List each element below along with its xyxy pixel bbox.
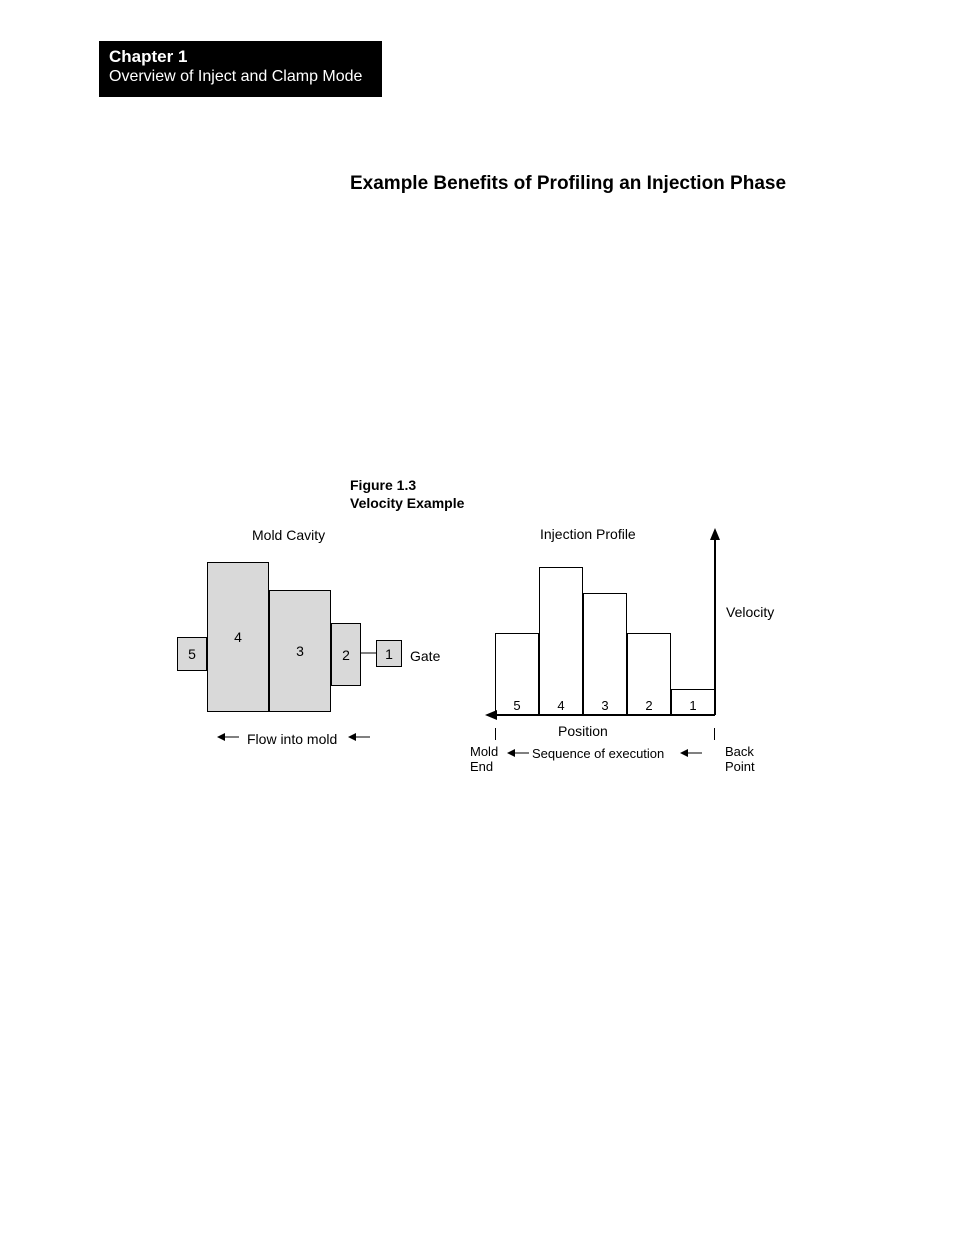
mold-box-4: 4 bbox=[207, 562, 269, 712]
position-label: Position bbox=[558, 723, 608, 739]
tick-mold-end bbox=[495, 728, 496, 740]
mold-box-1: 1 bbox=[376, 640, 402, 667]
profile-axes bbox=[485, 528, 725, 728]
chapter-number: Chapter 1 bbox=[109, 47, 372, 67]
tick-back-point bbox=[714, 728, 715, 740]
chapter-header: Chapter 1 Overview of Inject and Clamp M… bbox=[99, 41, 382, 97]
figure-caption: Figure 1.3 Velocity Example bbox=[350, 476, 464, 512]
mold-box-3: 3 bbox=[269, 590, 331, 712]
flow-arrow-right-icon bbox=[348, 731, 370, 743]
mold-cavity-title: Mold Cavity bbox=[252, 527, 325, 543]
back-point-label: Back Point bbox=[725, 744, 769, 774]
page: Chapter 1 Overview of Inject and Clamp M… bbox=[0, 0, 954, 1235]
velocity-label: Velocity bbox=[726, 604, 774, 620]
seq-arrow-right-icon bbox=[680, 747, 702, 759]
flow-arrow-left-icon bbox=[217, 731, 239, 743]
figure-number: Figure 1.3 bbox=[350, 476, 464, 494]
gate-label: Gate bbox=[410, 648, 440, 664]
mold-box-5: 5 bbox=[177, 637, 207, 671]
mold-end-label: Mold End bbox=[470, 744, 510, 774]
seq-arrow-left-icon bbox=[507, 747, 529, 759]
sequence-label: Sequence of execution bbox=[532, 746, 664, 761]
flow-label: Flow into mold bbox=[247, 731, 337, 747]
mold-connector bbox=[361, 650, 376, 656]
section-heading: Example Benefits of Profiling an Injecti… bbox=[350, 173, 786, 195]
figure-title: Velocity Example bbox=[350, 494, 464, 512]
mold-box-2: 2 bbox=[331, 623, 361, 686]
chapter-subtitle: Overview of Inject and Clamp Mode bbox=[109, 67, 372, 86]
